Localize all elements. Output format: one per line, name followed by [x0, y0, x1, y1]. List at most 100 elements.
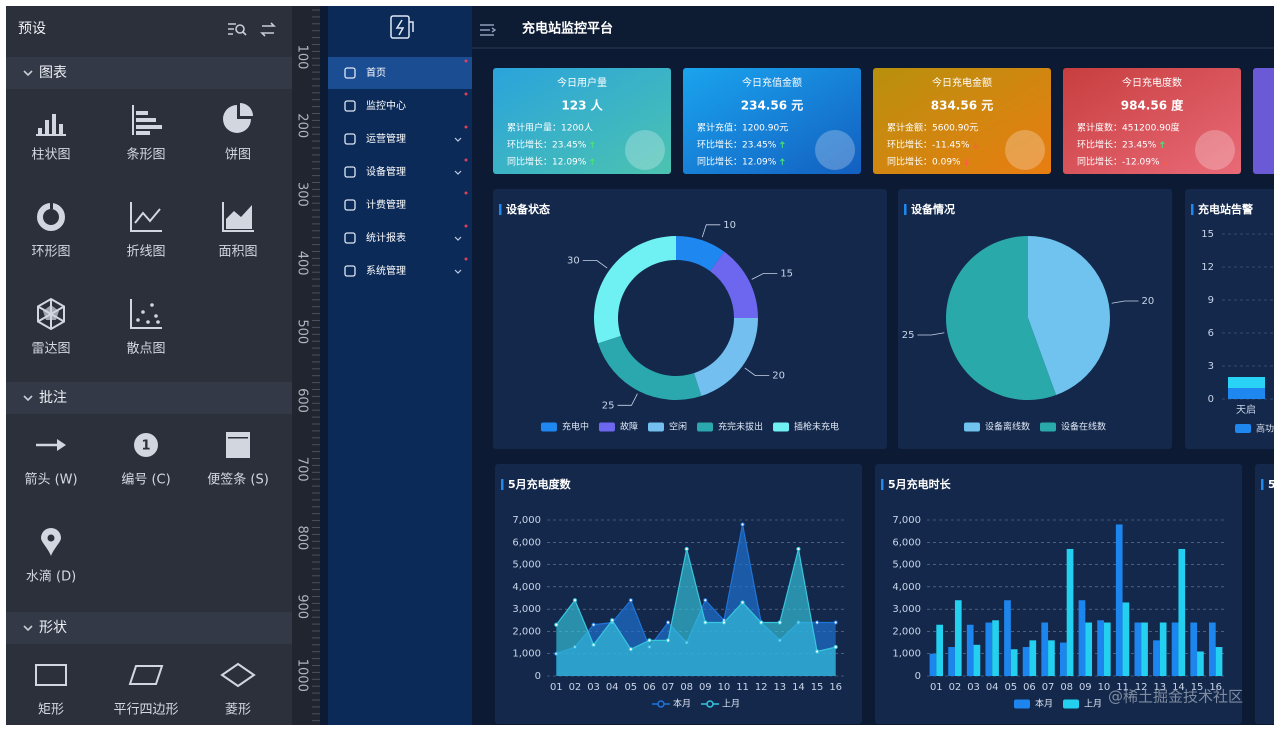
legend-item[interactable]: 设备在线数	[1040, 421, 1106, 433]
preset-item[interactable]: 条形图	[126, 105, 166, 163]
bar[interactable]	[985, 622, 993, 676]
preset-item[interactable]: 箭头 (W)	[24, 439, 78, 488]
data-point[interactable]	[703, 620, 708, 625]
data-point[interactable]	[628, 647, 633, 652]
bar[interactable]	[1190, 622, 1198, 676]
legend-item[interactable]: 充完未拔出	[697, 421, 763, 433]
bar[interactable]	[1022, 647, 1030, 676]
data-point[interactable]	[665, 620, 671, 625]
collapse-icon[interactable]	[480, 24, 497, 36]
section-header-bg[interactable]	[6, 612, 292, 644]
legend-item[interactable]: 上月	[701, 699, 740, 710]
preset-item[interactable]: 面积图	[218, 202, 258, 260]
bar-segment[interactable]	[1228, 377, 1265, 388]
section-header-bg[interactable]	[6, 57, 292, 89]
slice[interactable]	[710, 251, 758, 318]
nav-item[interactable]: 设备管理	[344, 158, 468, 179]
data-point[interactable]	[684, 546, 689, 552]
bar[interactable]	[1004, 600, 1011, 676]
bar[interactable]	[1103, 622, 1111, 676]
preset-item[interactable]: 环形图	[31, 201, 71, 260]
bar[interactable]	[929, 653, 937, 676]
bar[interactable]	[1066, 548, 1074, 676]
bar[interactable]	[948, 647, 955, 676]
data-point[interactable]	[833, 620, 838, 625]
data-point[interactable]	[647, 638, 652, 643]
data-point[interactable]	[721, 620, 727, 625]
legend-item[interactable]: 上月	[1063, 699, 1102, 710]
section-header-bg[interactable]	[6, 382, 292, 414]
legend-item[interactable]: 充电中	[540, 421, 589, 433]
nav-item[interactable]: 监控中心	[344, 92, 468, 113]
legend-item[interactable]: 故障	[598, 421, 638, 433]
preset-item[interactable]: 饼图	[223, 103, 253, 163]
nav-item[interactable]: 系统管理	[344, 257, 468, 278]
bar[interactable]	[992, 620, 999, 676]
legend-item[interactable]: 插枪未充电	[773, 421, 839, 433]
data-point[interactable]	[814, 620, 820, 625]
legend-item[interactable]: 设备离线数	[963, 421, 1030, 433]
bar[interactable]	[1159, 622, 1167, 676]
preset-item[interactable]: 雷达图	[31, 297, 71, 357]
preset-item[interactable]: 平行四边形	[113, 665, 179, 718]
data-point[interactable]	[814, 649, 820, 654]
bar-segment[interactable]	[1228, 388, 1265, 399]
bar[interactable]	[1010, 649, 1018, 676]
slice[interactable]	[598, 335, 702, 400]
slice[interactable]	[693, 318, 758, 396]
preset-item[interactable]: 折线图	[126, 202, 166, 260]
bar[interactable]	[1122, 602, 1130, 676]
data-point[interactable]	[833, 644, 838, 650]
nav-item[interactable]: 统计报表	[344, 224, 468, 245]
data-point[interactable]	[796, 546, 801, 552]
bar[interactable]	[1097, 620, 1104, 676]
data-point[interactable]	[665, 638, 671, 643]
slice[interactable]	[676, 236, 725, 272]
bar[interactable]	[1134, 622, 1142, 676]
data-point[interactable]	[610, 618, 615, 623]
slice[interactable]	[593, 236, 676, 344]
bar[interactable]	[1041, 622, 1049, 676]
preset-item[interactable]: 1 编号 (C)	[121, 433, 171, 488]
bar[interactable]	[966, 624, 974, 676]
bar[interactable]	[954, 600, 962, 676]
data-point[interactable]	[740, 522, 745, 527]
bar[interactable]	[1048, 640, 1055, 676]
bar[interactable]	[1208, 622, 1216, 676]
bar[interactable]	[1197, 651, 1204, 676]
data-point[interactable]	[572, 598, 578, 603]
bar[interactable]	[1078, 600, 1086, 676]
data-point[interactable]	[554, 622, 559, 627]
bar[interactable]	[1171, 622, 1179, 676]
slice[interactable]	[945, 235, 1057, 400]
legend-item[interactable]: 本月	[651, 698, 691, 710]
bar[interactable]	[1153, 640, 1160, 676]
bar[interactable]	[1115, 524, 1123, 676]
data-point[interactable]	[591, 622, 596, 627]
nav-item[interactable]: 运营管理	[344, 125, 468, 146]
data-point[interactable]	[628, 598, 633, 603]
data-point[interactable]	[591, 642, 596, 647]
bar[interactable]	[973, 644, 981, 676]
bar[interactable]	[1215, 647, 1223, 676]
preset-item[interactable]: 菱形	[220, 662, 256, 718]
preset-item[interactable]: 矩形	[35, 664, 67, 718]
nav-item[interactable]: 计费管理	[344, 191, 468, 212]
legend-item[interactable]: 本月	[1013, 698, 1053, 710]
legend-item[interactable]: 空闲	[647, 421, 687, 433]
bar[interactable]	[1178, 548, 1186, 676]
nav-item[interactable]: 首页	[328, 57, 472, 89]
preset-item[interactable]: 散点图	[126, 299, 166, 357]
preset-item[interactable]: 柱状图	[31, 114, 71, 163]
data-point[interactable]	[703, 598, 708, 603]
header-icons[interactable]	[228, 22, 276, 37]
data-point[interactable]	[740, 600, 745, 605]
slice[interactable]	[1028, 236, 1110, 396]
bar[interactable]	[1059, 642, 1067, 676]
preset-item[interactable]: 便签条 (S)	[207, 432, 269, 488]
bar[interactable]	[936, 624, 944, 676]
bar[interactable]	[1029, 640, 1037, 676]
data-point[interactable]	[777, 620, 782, 625]
preset-item[interactable]: 水滴 (D)	[26, 528, 76, 585]
data-point[interactable]	[759, 620, 764, 625]
